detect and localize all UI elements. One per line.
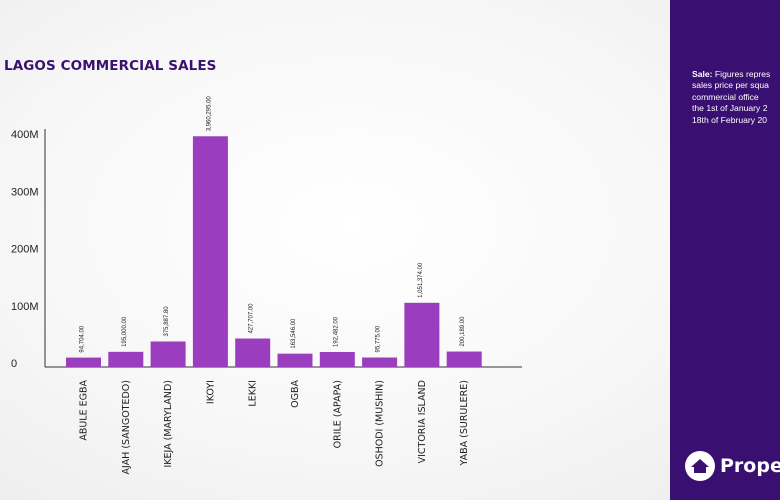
sale-note-label: Sale: (692, 69, 713, 79)
category-label: LEKKI (248, 380, 259, 407)
bar (235, 338, 271, 367)
data-label: 163,546.00 (291, 318, 297, 349)
bar (446, 351, 482, 367)
data-label: 95,775.00 (376, 325, 382, 352)
chart-title: LAGOS COMMERCIAL SALES (4, 58, 217, 74)
y-tick-label: 200M (11, 244, 39, 256)
sale-note-line: 18th of February 20 (692, 114, 768, 125)
category-label: IKEJA (MARYLAND) (163, 380, 174, 468)
bar (362, 357, 398, 367)
data-label: 1,051,374.00 (418, 262, 424, 298)
category-labels-group: ABULE EGBA AJAH (SANGOTEDO) IKEJA (MARYLAN… (79, 380, 471, 475)
sale-note-line: sales price per squa (692, 80, 769, 91)
y-tick-label: 400M (11, 129, 39, 141)
data-labels-group: 94,704.00 195,000.00 375,887.80 3,960,295.0… (80, 96, 467, 353)
category-label: ABULE EGBA (79, 380, 90, 441)
bar (150, 341, 186, 367)
category-label: ORILE (APAPA) (332, 380, 343, 448)
bar (108, 351, 144, 367)
bar-chart: 0 100M 200M 300M 400M 94,704.00 195,000.00 375… (11, 96, 522, 475)
data-label: 427,707.00 (249, 303, 255, 334)
sale-note-line: commercial office (692, 91, 759, 102)
brand-name: Propert (720, 455, 780, 477)
category-label: OGBA (290, 380, 301, 408)
data-label: 200,189.00 (460, 316, 466, 347)
bar (404, 302, 440, 367)
bar (192, 136, 228, 367)
category-label: VICTORIA ISLAND (417, 380, 428, 463)
house-logo-icon (685, 451, 715, 481)
category-label: OSHODI (MUSHIN) (375, 380, 386, 467)
category-label: IKOYI (205, 380, 216, 404)
data-label: 3,960,295.00 (206, 96, 212, 132)
bar (319, 351, 355, 367)
sale-note: Sale: Figures repres sales price per squ… (692, 69, 780, 126)
category-label: YABA (SURULERE) (459, 380, 470, 466)
data-label: 375,887.80 (164, 306, 170, 337)
data-label: 195,000.00 (122, 316, 128, 347)
sale-note-line: Figures repres (712, 69, 771, 79)
y-tick-label: 300M (11, 186, 39, 198)
bar (277, 353, 313, 367)
category-label: AJAH (SANGOTEDO) (121, 380, 132, 474)
info-sidebar: Sale: Figures repres sales price per squ… (670, 0, 780, 500)
sale-note-line: the 1st of January 2 (692, 103, 768, 114)
data-label: 94,704.00 (80, 325, 86, 352)
data-label: 192,482.00 (333, 316, 339, 347)
bars-group (66, 136, 482, 367)
y-axis: 0 100M 200M 300M 400M (11, 129, 46, 370)
bar (66, 357, 101, 367)
y-tick-label: 0 (11, 358, 17, 370)
y-tick-label: 100M (11, 301, 39, 313)
